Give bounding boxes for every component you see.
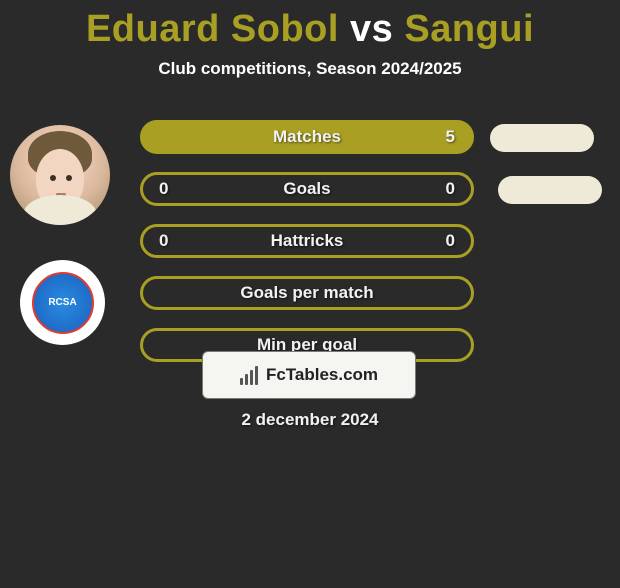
chart-icon <box>240 366 258 385</box>
stat-row-gpm: Goals per match <box>140 276 474 310</box>
comparison-pill-1 <box>490 124 594 152</box>
stat-row-matches: Matches 5 <box>140 120 474 154</box>
stat-left-value: 0 <box>159 179 168 199</box>
stat-label: Goals per match <box>240 283 373 303</box>
stat-rows: Matches 5 0 Goals 0 0 Hattricks 0 Goals … <box>140 120 474 380</box>
watermark: FcTables.com <box>202 351 416 399</box>
comparison-pill-2 <box>498 176 602 204</box>
title-player1: Eduard Sobol <box>86 8 339 50</box>
title-vs: vs <box>350 8 393 50</box>
stat-label: Matches <box>273 127 341 147</box>
title-player2: Sangui <box>404 8 534 50</box>
stat-row-goals: 0 Goals 0 <box>140 172 474 206</box>
stat-right-value: 0 <box>446 179 455 199</box>
date: 2 december 2024 <box>0 410 620 430</box>
stat-left-value: 0 <box>159 231 168 251</box>
player-avatar <box>10 125 110 225</box>
stat-label: Hattricks <box>271 231 344 251</box>
watermark-text: FcTables.com <box>266 365 378 385</box>
stat-right-value: 5 <box>446 127 455 147</box>
page-title: Eduard Sobol vs Sangui <box>0 8 620 51</box>
club-logo: RCSA <box>20 260 105 345</box>
club-badge-text: RCSA <box>32 272 94 334</box>
stat-right-value: 0 <box>446 231 455 251</box>
subtitle: Club competitions, Season 2024/2025 <box>0 59 620 79</box>
stat-row-hattricks: 0 Hattricks 0 <box>140 224 474 258</box>
stat-label: Goals <box>283 179 330 199</box>
